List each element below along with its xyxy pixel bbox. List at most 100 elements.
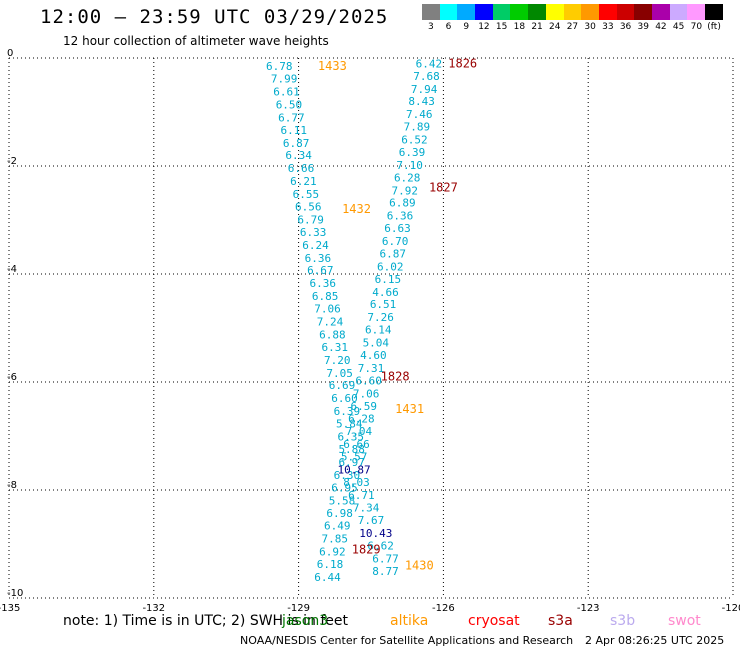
swh-value: 6.28 [394,171,421,184]
legend-swatch [528,4,546,20]
swh-value: 6.88 [319,328,346,341]
y-tick-label: 0 [7,48,13,59]
swh-value: 6.30 [334,469,361,482]
y-tick-label: -6 [7,372,17,383]
swh-value: 6.55 [293,188,320,201]
pass-label: 1827 [429,181,458,195]
swh-value: 7.85 [322,533,349,546]
swh-value: 5.57 [341,451,368,464]
swh-value: 6.78 [266,60,293,73]
swh-value: 6.24 [302,239,329,252]
legend-label: 70 [690,22,703,32]
y-tick-label: -2 [7,156,17,167]
swh-value: 6.61 [273,85,300,98]
legend-label: 9 [463,22,470,32]
y-tick-label: -4 [7,264,17,275]
swh-value: 6.85 [312,290,339,303]
satellite-s3b: s3b [610,613,636,629]
swh-value: 6.70 [382,235,409,248]
swh-value: 6.34 [285,149,312,162]
legend-label: 45 [672,22,685,32]
legend-swatch [705,4,723,20]
legend-swatch [510,4,529,20]
satellite-cryosat: cryosat [468,613,520,629]
satellite-altika: altika [390,613,429,629]
legend-swatch [457,4,476,20]
swh-value: 6.14 [365,324,392,337]
swh-value: 6.77 [278,111,305,124]
satellite-swot: swot [668,613,701,629]
swh-value: 6.98 [326,507,353,520]
swh-value: 6.89 [389,197,416,210]
credit-text: NOAA/NESDIS Center for Satellite Applica… [240,634,574,647]
legend-label: (ft) [707,22,721,32]
x-tick-label: -123 [577,603,600,614]
swh-value: 6.66 [288,162,315,175]
swh-value: 6.92 [319,546,346,559]
swh-value: 7.26 [367,311,394,324]
swh-value: 6.77 [372,553,399,566]
pass-label: 1431 [395,402,424,416]
swh-value: 7.06 [314,303,341,316]
swh-value: 6.71 [348,489,375,502]
swh-value: 7.34 [353,501,380,514]
legend-swatch [563,4,582,20]
swh-value: 6.67 [307,264,334,277]
pass-label: 1829 [352,542,381,556]
swh-value: 6.60 [355,374,382,387]
swh-value: 6.95 [331,481,358,494]
pass-label: 1430 [405,559,434,573]
swh-value: 6.36 [309,277,336,290]
swh-value: 6.15 [375,273,402,286]
swh-value: 6.60 [331,392,358,405]
legend-swatch [475,4,493,20]
x-tick-label: -132 [142,603,165,614]
swh-value: 6.49 [324,520,351,533]
swh-value: 4.66 [372,286,399,299]
swh-value: 8.77 [372,565,399,578]
legend-label: 27 [566,22,579,32]
swh-value: 7.94 [411,83,438,96]
legend-label: 24 [549,22,561,32]
y-tick-label: -8 [7,480,17,491]
swh-value: 6.21 [290,175,317,188]
swh-value: 6.44 [314,571,341,584]
swh-value: 6.36 [305,252,332,265]
swh-value: 6.39 [334,405,361,418]
legend-label: 42 [655,22,667,32]
x-tick-label: -135 [0,603,20,614]
swh-value: 6.51 [370,298,397,311]
swh-value: 8.43 [408,95,435,108]
legend-label: 12 [478,22,490,32]
swh-value: 7.06 [353,387,380,400]
swh-value: 5.04 [363,337,390,350]
footer-note: note: 1) Time is in UTC; 2) SWH is in fe… [63,613,349,629]
swh-value: 10.87 [338,463,371,476]
legend-label: 39 [637,22,649,32]
swh-value: 6.56 [295,201,322,214]
x-tick-label: -120 [722,603,740,614]
swh-value: 7.10 [396,159,423,172]
swh-value: 7.20 [324,354,351,367]
swh-value: 10.43 [359,527,392,540]
swh-value: 6.28 [348,413,375,426]
pass-label: 1826 [448,56,477,70]
swh-value: 8.03 [343,476,370,489]
legend-swatch [634,4,652,20]
swh-value: 4.60 [360,349,387,362]
swh-value: 6.36 [387,210,414,223]
swh-value: 6.69 [329,379,356,392]
satellite-s3a: s3a [548,613,573,629]
pass-label: 1433 [318,59,347,73]
legend-swatch [651,4,670,20]
legend-label: 33 [602,22,614,32]
x-tick-label: -126 [432,603,455,614]
chart-subtitle: 12 hour collection of altimeter wave hei… [63,34,329,48]
swh-value: 7.04 [346,425,373,438]
pass-label: 1828 [381,370,410,384]
color-legend-labels: 3 6 9 12 15 18 21 24 27 30 33 36 39 42 45 70 (ft) [422,22,740,34]
x-tick-label: -129 [287,603,310,614]
legend-label: 21 [531,22,543,32]
pass-label: 1432 [342,202,371,216]
